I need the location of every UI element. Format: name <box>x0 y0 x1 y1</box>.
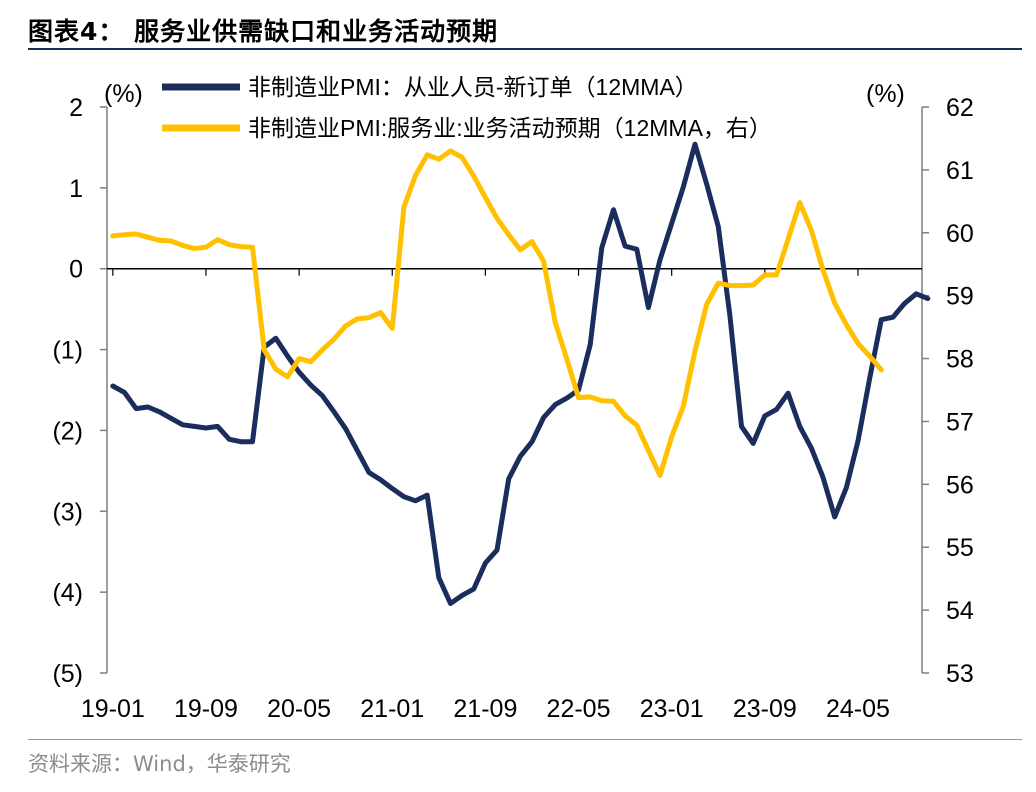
right-tick-label: 59 <box>946 283 974 311</box>
series-lines <box>110 141 931 606</box>
left-tick-label: (1) <box>52 337 83 365</box>
right-tick-label: 60 <box>946 220 974 248</box>
x-tick-label: 23-09 <box>733 695 797 723</box>
legend-label-series-2: 非制造业PMI:服务业:业务活动预期（12MMA，右） <box>248 115 772 141</box>
tick-marks <box>100 106 929 674</box>
series-line-2 <box>110 148 884 478</box>
x-tick-label: 19-01 <box>81 695 145 723</box>
right-tick-label: 53 <box>946 660 974 688</box>
left-tick-label: (4) <box>52 579 83 607</box>
axes <box>106 107 923 673</box>
left-tick-label: 0 <box>69 256 83 284</box>
legend-label-series-1: 非制造业PMI：从业人员-新订单（12MMA） <box>248 74 698 100</box>
title-rule <box>28 48 1022 50</box>
footer-rule <box>28 739 1022 740</box>
x-tick-label: 24-05 <box>826 695 890 723</box>
right-tick-label: 55 <box>946 534 974 562</box>
left-tick-label: (3) <box>52 498 83 526</box>
left-tick-label: 2 <box>69 94 83 122</box>
x-tick-label: 23-01 <box>640 695 704 723</box>
series-line-1 <box>110 141 931 606</box>
left-tick-label: 1 <box>69 175 83 203</box>
right-tick-label: 62 <box>946 94 974 122</box>
left-tick-label: (5) <box>52 660 83 688</box>
right-tick-label: 58 <box>946 346 974 374</box>
x-tick-label: 20-05 <box>267 695 331 723</box>
x-tick-label: 22-05 <box>547 695 611 723</box>
right-tick-label: 57 <box>946 408 974 436</box>
source-note: 资料来源：Wind，华泰研究 <box>28 752 291 776</box>
right-axis-unit: (%) <box>866 80 905 108</box>
x-tick-label: 21-01 <box>360 695 424 723</box>
dual-axis-line-chart: (5) (4) (3) (2) (1) 0 1 2 53 54 55 56 57 58 59 60 61 62 19… <box>52 74 973 723</box>
left-tick-label: (2) <box>52 417 83 445</box>
figure-title: 图表4： 服务业供需缺口和业务活动预期 <box>28 17 499 46</box>
right-tick-label: 56 <box>946 471 974 499</box>
left-axis-unit: (%) <box>104 80 143 108</box>
legend: 非制造业PMI：从业人员-新订单（12MMA） 非制造业PMI:服务业:业务活动… <box>162 74 772 141</box>
right-tick-label: 61 <box>946 157 974 185</box>
x-tick-label: 19-09 <box>174 695 238 723</box>
x-tick-label: 21-09 <box>453 695 517 723</box>
right-tick-label: 54 <box>946 597 974 625</box>
tick-labels: (5) (4) (3) (2) (1) 0 1 2 53 54 55 56 57 58 59 60 61 62 19… <box>52 94 973 723</box>
